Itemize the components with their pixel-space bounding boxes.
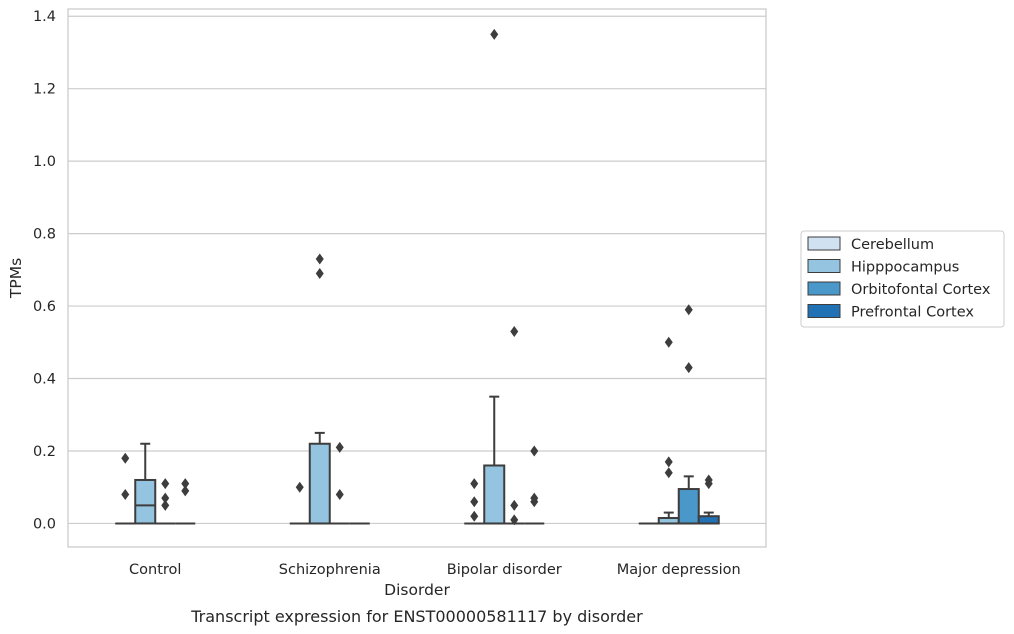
legend-item: Cerebellum (807, 236, 934, 253)
outlier-point (530, 445, 539, 457)
outlier-point (181, 485, 190, 497)
outlier-point (121, 452, 130, 464)
outlier-point (181, 478, 190, 490)
outlier-point (335, 488, 344, 500)
outlier-point (510, 499, 519, 511)
x-tick-label: Schizophrenia (279, 562, 381, 578)
x-tick-label: Control (129, 562, 181, 578)
legend-swatch (807, 236, 841, 251)
outlier-point (664, 467, 673, 479)
outlier-point (684, 362, 693, 374)
legend-item: Prefrontal Cortex (807, 304, 974, 321)
chart-caption: Transcript expression for ENST0000058111… (190, 607, 643, 626)
outlier-point (470, 496, 479, 508)
outlier-point (684, 304, 693, 316)
legend-item: Orbitofontal Cortex (807, 281, 991, 298)
y-tick-label: 0.4 (33, 372, 56, 388)
box (289, 481, 310, 525)
outlier-point (510, 514, 519, 526)
box (329, 441, 350, 525)
legend-label: Prefrontal Cortex (851, 305, 974, 321)
legend-swatch (807, 259, 841, 273)
outlier-point (490, 28, 499, 40)
box (115, 452, 136, 525)
outlier-point (121, 488, 130, 500)
y-tick-label: 1.2 (33, 82, 56, 98)
legend-label: Cerebellum (851, 237, 934, 253)
y-axis-title: TPMs (7, 258, 25, 299)
outlier-point (510, 325, 519, 337)
box-body (134, 478, 157, 525)
y-tick-label: 0.0 (33, 516, 56, 532)
outlier-point (470, 478, 479, 490)
y-tick-label: 1.4 (33, 9, 56, 25)
box-series (115, 28, 720, 526)
x-tick-label: Bipolar disorder (447, 562, 562, 578)
outlier-point (315, 253, 324, 265)
legend-label: Orbitofontal Cortex (851, 282, 991, 298)
box-body (483, 464, 506, 525)
box (464, 478, 485, 525)
box (524, 445, 545, 525)
series-orbitofontal-cortex (155, 304, 700, 526)
legend-swatch (807, 304, 841, 318)
legend-swatch (807, 281, 841, 296)
y-tick-label: 0.2 (33, 444, 56, 460)
legend-label: Hipppocampus (851, 260, 959, 276)
outlier-point (704, 474, 713, 486)
outlier-point (530, 492, 539, 504)
legend-item: Hipppocampus (807, 259, 959, 276)
y-tick-labels: 0.0 0.2 0.4 0.6 0.8 1.0 1.2 1.4 (33, 9, 56, 532)
outlier-point (161, 492, 170, 504)
y-tick-label: 0.6 (33, 299, 56, 315)
box (155, 478, 176, 525)
box (657, 336, 680, 525)
box (483, 28, 506, 525)
x-tick-label: Major depression (617, 562, 741, 578)
box-body (308, 442, 331, 525)
outlier-point (295, 481, 304, 493)
outlier-point (161, 499, 170, 511)
x-tick-labels: Control Schizophrenia Bipolar disorder Majo… (129, 562, 741, 578)
box (134, 442, 157, 525)
outlier-point (470, 510, 479, 522)
series-hipppocampus (134, 28, 680, 525)
x-axis-title: Disorder (384, 581, 450, 599)
box (175, 478, 196, 525)
box-body (697, 515, 720, 525)
series-prefrontal-cortex (175, 445, 720, 525)
box (697, 474, 720, 525)
outlier-point (664, 456, 673, 468)
y-gridlines (68, 15, 766, 525)
plot-area-frame (67, 8, 767, 548)
box (504, 325, 525, 526)
box-body (677, 488, 700, 525)
box (677, 304, 700, 525)
outlier-point (335, 441, 344, 453)
legend-frame (800, 230, 1005, 328)
outlier-point (161, 478, 170, 490)
y-tick-label: 0.8 (33, 227, 56, 243)
outlier-point (664, 336, 673, 348)
outlier-point (315, 267, 324, 279)
y-tick-label: 1.0 (33, 154, 56, 170)
box (308, 253, 331, 525)
legend: Cerebellum Hipppocampus Orbitofontal Corte… (800, 230, 1005, 328)
series-cerebellum (115, 452, 659, 525)
